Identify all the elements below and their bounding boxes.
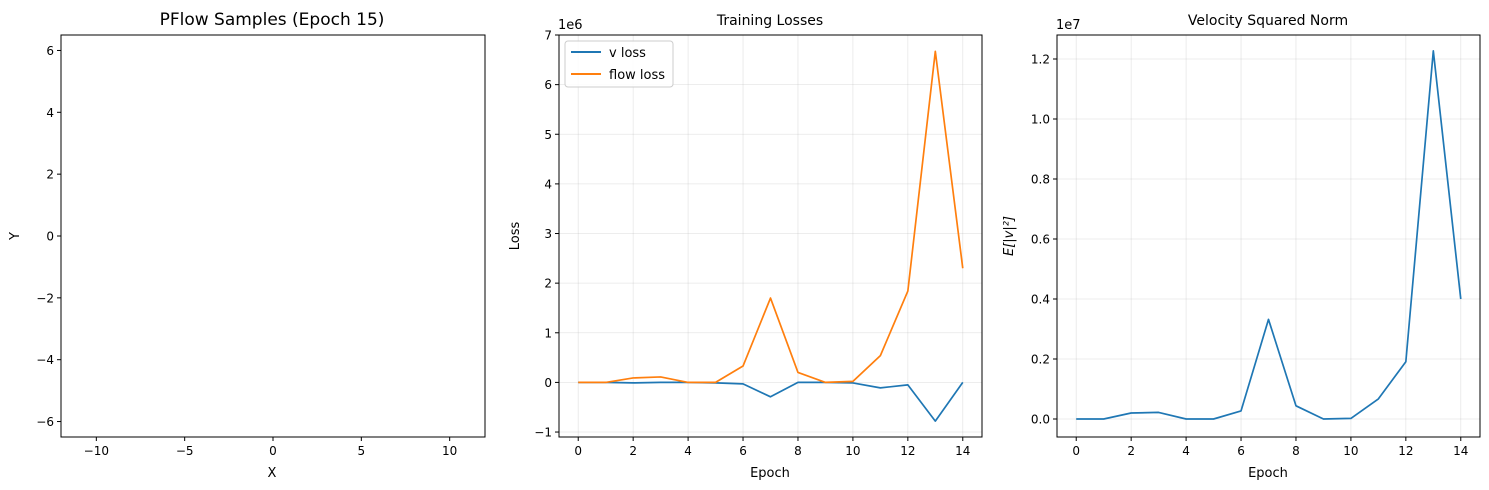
x-tick-label: −10: [84, 444, 109, 458]
y-tick-label: 0.2: [1031, 353, 1050, 367]
y-tick-label: 1.0: [1031, 113, 1050, 127]
samples-panel: PFlow Samples (Epoch 15) −10 −5 0 5 10 −6 −4 −…: [8, 10, 486, 481]
y-tick-label: 1: [544, 326, 552, 340]
samples-title: PFlow Samples (Epoch 15): [160, 10, 385, 30]
velocity-x-axis-label: Epoch: [1248, 466, 1288, 481]
y-tick-label: 0: [46, 230, 54, 244]
x-tick-label: 14: [955, 444, 970, 458]
x-tick-label: 2: [1127, 444, 1135, 458]
y-tick-label: −2: [36, 291, 54, 305]
losses-title: Training Losses: [716, 13, 823, 29]
y-tick-label: 4: [46, 106, 54, 120]
x-tick-label: 10: [442, 444, 457, 458]
samples-y-axis-label: Y: [8, 232, 23, 241]
y-tick-label: 0.0: [1031, 413, 1050, 427]
y-tick-label: 5: [544, 128, 552, 142]
y-tick-label: 6: [544, 78, 552, 92]
legend-v-loss-label: v loss: [609, 46, 646, 61]
y-tick-label: 3: [544, 227, 552, 241]
y-tick-label: −1: [534, 426, 552, 440]
y-tick-label: 0.4: [1031, 293, 1050, 307]
x-tick-label: 4: [1182, 444, 1190, 458]
velocity-offset-text: 1e7: [1056, 18, 1081, 33]
legend-flow-loss-label: flow loss: [609, 68, 665, 83]
y-tick-label: −6: [36, 415, 54, 429]
x-tick-label: 0: [269, 444, 277, 458]
x-tick-label: 10: [845, 444, 860, 458]
x-tick-label: 2: [629, 444, 637, 458]
training-losses-panel: Training Losses 1e6 0 2 4 6 8 10 12 14 −1012345…: [508, 13, 983, 481]
x-tick-label: −5: [176, 444, 194, 458]
y-tick-label: −4: [36, 353, 54, 367]
losses-legend: v loss flow loss: [564, 40, 674, 88]
y-tick-label: 0.8: [1031, 173, 1050, 187]
y-tick-label: 6: [46, 44, 54, 58]
velocity-plot-frame: [1056, 34, 1481, 438]
y-tick-label: 1.2: [1031, 53, 1050, 67]
y-tick-label: 2: [46, 168, 54, 182]
x-tick-label: 0: [574, 444, 582, 458]
x-tick-label: 5: [358, 444, 366, 458]
losses-plot-frame: [558, 34, 983, 438]
samples-x-axis-label: X: [268, 466, 277, 481]
x-tick-label: 12: [1398, 444, 1413, 458]
x-tick-label: 4: [684, 444, 692, 458]
losses-x-axis-label: Epoch: [750, 466, 790, 481]
x-tick-label: 6: [739, 444, 747, 458]
velocity-title: Velocity Squared Norm: [1188, 13, 1348, 29]
series-line-v-loss: [578, 381, 964, 422]
losses-offset-text: 1e6: [558, 18, 583, 33]
x-tick-label: 8: [1292, 444, 1300, 458]
velocity-y-axis-label: E[|v|²]: [1002, 216, 1017, 256]
velocity-norm-panel: Velocity Squared Norm 1e7 0 2 4 6 8 10 12 14 0.…: [1002, 13, 1481, 481]
series-line-0: [1076, 50, 1462, 420]
y-tick-label: 4: [544, 177, 552, 191]
x-tick-label: 14: [1453, 444, 1468, 458]
x-tick-label: 0: [1072, 444, 1080, 458]
x-tick-label: 8: [794, 444, 802, 458]
x-tick-label: 10: [1343, 444, 1358, 458]
y-tick-label: 2: [544, 277, 552, 291]
x-tick-label: 6: [1237, 444, 1245, 458]
losses-y-axis-label: Loss: [508, 222, 523, 251]
y-tick-label: 0: [544, 376, 552, 390]
series-line-flow-loss: [578, 50, 964, 384]
x-tick-label: 12: [900, 444, 915, 458]
samples-plot-frame: [60, 34, 486, 438]
y-tick-label: 0.6: [1031, 233, 1050, 247]
y-tick-label: 7: [544, 29, 552, 43]
